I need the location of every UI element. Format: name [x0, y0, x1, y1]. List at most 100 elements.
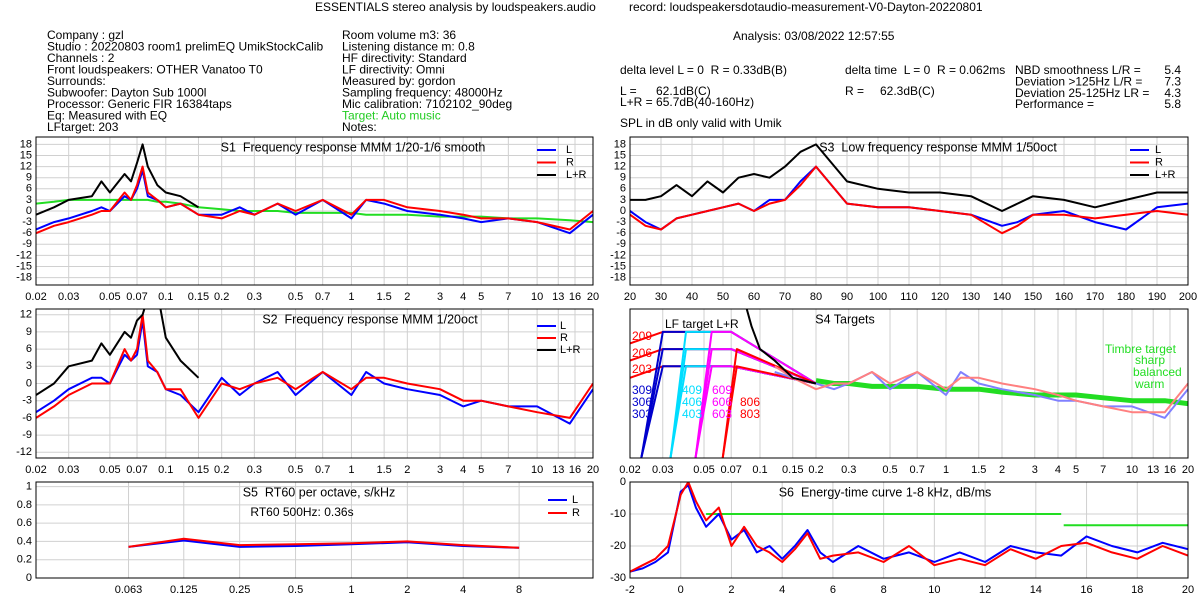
y-tick-label: 12 [614, 161, 626, 173]
x-tick-label: 1 [348, 464, 354, 476]
lf-target-label: 403 [682, 407, 702, 421]
y-tick-label: -6 [616, 227, 626, 239]
record-name: record: loudspeakersdotaudio-measurement… [629, 0, 983, 14]
legend-label: L [572, 494, 578, 506]
x-tick-label: 0.2 [214, 291, 229, 303]
x-tick-label: 0.02 [25, 291, 46, 303]
x-tick-label: 30 [655, 291, 667, 303]
x-tick-label: 5 [478, 464, 484, 476]
x-tick-label: 0.07 [126, 291, 147, 303]
plot-frame [629, 136, 1189, 286]
series-line [36, 143, 200, 216]
x-tick-label: 0.1 [752, 464, 767, 476]
y-tick-label: 0 [620, 205, 626, 217]
info-middle: Mic calibration: 7102102_90deg [342, 97, 512, 111]
x-tick-label: 140 [993, 291, 1011, 303]
x-tick-label: 1 [943, 464, 949, 476]
annotation: sharp [1135, 353, 1165, 367]
info-middle: Target: Auto music [342, 109, 441, 123]
x-tick-label: 4 [779, 584, 785, 596]
x-tick-label: 0.3 [247, 291, 262, 303]
lf-target-label: 303 [632, 407, 652, 421]
x-tick-label: 0.3 [841, 464, 856, 476]
analysis-date: Analysis: 03/08/2022 12:57:55 [733, 29, 895, 43]
delta-level: delta level L = 0 R = 0.33dB(B) [620, 63, 787, 77]
y-tick-label: -6 [22, 412, 32, 424]
x-tick-label: 0.02 [25, 464, 46, 476]
info-left: LFtarget: 203 [47, 120, 119, 134]
y-tick-label: 9 [620, 172, 626, 184]
x-tick-label: 0.5 [882, 464, 897, 476]
x-tick-label: 0 [678, 584, 684, 596]
y-tick-label: 15 [20, 149, 32, 161]
stat-label: Performance = [1015, 97, 1094, 111]
x-tick-label: 90 [841, 291, 853, 303]
lf-target-line [694, 330, 817, 458]
info-left: Subwoofer: Dayton Sub 1000l [47, 86, 206, 100]
y-tick-label: -3 [22, 395, 32, 407]
y-tick-label: 3 [26, 194, 32, 206]
legend-label: L+R [566, 169, 587, 181]
series-line [630, 143, 1188, 212]
info-left: Surrounds: [47, 74, 106, 88]
series-line [36, 309, 200, 396]
x-tick-label: 0.5 [288, 584, 303, 596]
x-tick-label: 50 [717, 291, 729, 303]
y-tick-label: 9 [26, 172, 32, 184]
x-tick-label: 6 [830, 584, 836, 596]
series-line [630, 482, 1188, 573]
y-tick-label: 12 [20, 161, 32, 173]
chart-title: S4 Targets [815, 312, 875, 326]
lf-target-label: 306 [632, 395, 652, 409]
x-tick-label: 0.25 [229, 584, 250, 596]
stat-value: 7.3 [1164, 74, 1181, 88]
x-tick-label: 16 [569, 291, 581, 303]
series-line [36, 165, 593, 235]
y-tick-label: -18 [16, 272, 32, 284]
y-tick-label: 0 [26, 205, 32, 217]
lf-target-label: 409 [682, 383, 702, 397]
x-tick-label: 0.15 [782, 464, 803, 476]
x-tick-label: 4 [460, 584, 466, 596]
x-tick-label: 20 [587, 291, 599, 303]
lf-target-label: 806 [740, 395, 760, 409]
x-tick-label: 14 [1030, 584, 1042, 596]
lf-target-label: 406 [682, 395, 702, 409]
lf-target-label: 609 [712, 383, 732, 397]
x-tick-label: 0.125 [170, 584, 198, 596]
info-left: Studio : 20220803 room1 prelimEQ UmikSto… [47, 40, 323, 54]
y-tick-label: -15 [610, 260, 626, 272]
x-tick-label: 4 [1055, 464, 1061, 476]
chart-title: S6 Energy-time curve 1-8 kHz, dB/ms [779, 485, 992, 499]
report-title: ESSENTIALS stereo analysis by loudspeake… [315, 0, 596, 14]
x-tick-label: 20 [587, 464, 599, 476]
x-tick-label: 0.2 [214, 464, 229, 476]
annotation: RT60 500Hz: 0.36s [250, 505, 353, 519]
info-left: Channels : 2 [47, 51, 115, 65]
legend-label: L+R [1155, 169, 1176, 181]
y-tick-label: -9 [616, 238, 626, 250]
x-tick-label: 0.1 [158, 291, 173, 303]
x-tick-label: 13 [1147, 464, 1159, 476]
y-tick-label: 18 [20, 138, 32, 150]
x-tick-label: 0.1 [158, 464, 173, 476]
plot-frame [35, 481, 594, 579]
lf-target-label: 209 [632, 329, 652, 343]
x-tick-label: 180 [1117, 291, 1135, 303]
lf-target-label: 603 [712, 407, 732, 421]
plot-area [128, 537, 520, 549]
x-tick-label: 7 [505, 291, 511, 303]
x-tick-label: 12 [979, 584, 991, 596]
spl-l-label: L = [620, 84, 637, 98]
x-tick-label: 0.03 [58, 464, 79, 476]
x-tick-label: 3 [1032, 464, 1038, 476]
x-tick-label: 5 [478, 291, 484, 303]
plot-background [630, 482, 1188, 578]
spl-lr: L+R = 65.7dB(40-160Hz) [620, 95, 754, 109]
x-tick-label: 0.063 [115, 584, 143, 596]
series-line [630, 165, 1188, 235]
x-tick-label: 130 [962, 291, 980, 303]
y-tick-label: -12 [16, 446, 32, 458]
plot-area [630, 482, 1188, 573]
